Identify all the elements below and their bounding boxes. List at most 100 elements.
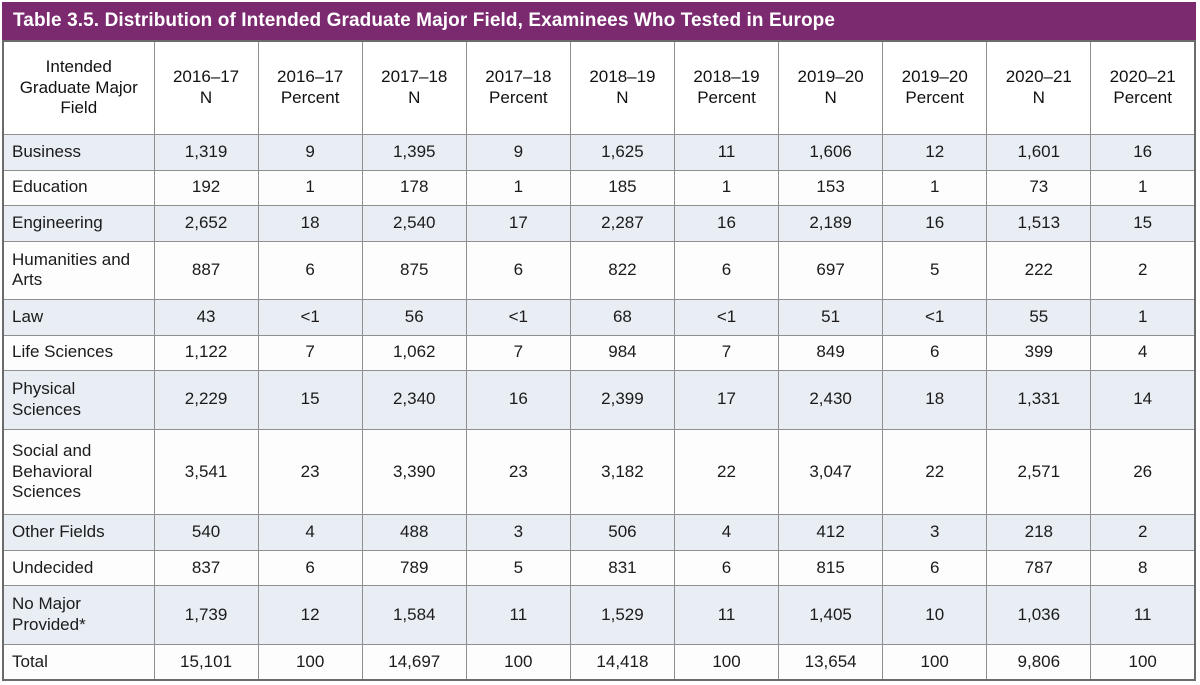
data-cell: 153 <box>778 169 884 207</box>
data-cell: 6 <box>673 549 780 587</box>
column-header: 2018–19 Percent <box>673 40 780 135</box>
column-header-year: 2020–21 <box>1005 67 1072 87</box>
data-cell: 1 <box>1090 299 1196 336</box>
data-cell: 11 <box>1090 585 1196 645</box>
data-cell: 4 <box>1090 334 1196 372</box>
data-cell: 2,571 <box>986 428 1092 516</box>
data-cell: 12 <box>257 585 363 645</box>
data-cell: 23 <box>465 428 571 516</box>
data-cell: 16 <box>1090 134 1196 171</box>
data-cell: 100 <box>465 643 571 681</box>
column-header-year: 2018–19 <box>693 67 760 87</box>
row-label: Humanities and Arts <box>2 240 155 301</box>
data-cell: <1 <box>257 299 363 336</box>
table-row: Business 1,319 9 1,395 9 1,625 11 1,606 12 1,601 1… <box>2 134 1196 171</box>
data-cell: 6 <box>673 240 780 301</box>
data-cell: 178 <box>361 169 467 207</box>
data-cell: 12 <box>882 134 988 171</box>
data-cell: 1,606 <box>778 134 884 171</box>
data-cell: 1,601 <box>986 134 1092 171</box>
table-row: Education 192 1 178 1 185 1 153 1 73 1 <box>2 169 1196 207</box>
data-cell: 13,654 <box>778 643 884 681</box>
data-cell: 100 <box>257 643 363 681</box>
data-cell: 984 <box>569 334 675 372</box>
data-cell: 540 <box>153 514 259 551</box>
column-header: 2018–19 N <box>569 40 675 135</box>
data-cell: 1 <box>673 169 780 207</box>
column-header-year: 2019–20 <box>797 67 864 87</box>
data-cell: 7 <box>257 334 363 372</box>
data-cell: 488 <box>361 514 467 551</box>
column-header: 2016–17 N <box>153 40 259 135</box>
data-cell: 2,540 <box>361 205 467 242</box>
data-cell: 1,739 <box>153 585 259 645</box>
data-cell: 15 <box>257 370 363 430</box>
data-cell: 1,529 <box>569 585 675 645</box>
column-header: 2020–21 N <box>986 40 1092 135</box>
data-cell: 822 <box>569 240 675 301</box>
data-cell: 73 <box>986 169 1092 207</box>
data-cell: 2 <box>1090 240 1196 301</box>
data-cell: 2 <box>1090 514 1196 551</box>
data-cell: 43 <box>153 299 259 336</box>
row-label: Business <box>2 134 155 171</box>
data-cell: 15 <box>1090 205 1196 242</box>
data-cell: 1 <box>1090 169 1196 207</box>
column-header-measure: Percent <box>1113 88 1172 107</box>
data-cell: 789 <box>361 549 467 587</box>
data-cell: 1,513 <box>986 205 1092 242</box>
data-cell: 412 <box>778 514 884 551</box>
data-cell: 849 <box>778 334 884 372</box>
data-cell: 14,697 <box>361 643 467 681</box>
data-cell: 697 <box>778 240 884 301</box>
column-header: 2016–17 Percent <box>257 40 363 135</box>
row-label: Other Fields <box>2 514 155 551</box>
data-cell: 18 <box>257 205 363 242</box>
data-cell: 1,331 <box>986 370 1092 430</box>
data-cell: 26 <box>1090 428 1196 516</box>
row-label: Life Sciences <box>2 334 155 372</box>
data-cell: 1,395 <box>361 134 467 171</box>
data-cell: 1,036 <box>986 585 1092 645</box>
data-cell: 2,430 <box>778 370 884 430</box>
data-cell: 5 <box>882 240 988 301</box>
table-row: Total 15,101 100 14,697 100 14,418 100 13,654 10… <box>2 643 1196 681</box>
row-label: Social and Behavioral Sciences <box>2 428 155 516</box>
column-header-measure: Percent <box>697 88 756 107</box>
data-cell: 55 <box>986 299 1092 336</box>
row-label: Undecided <box>2 549 155 587</box>
column-header-measure: N <box>616 88 629 107</box>
data-cell: 3,182 <box>569 428 675 516</box>
data-cell: 3 <box>465 514 571 551</box>
data-cell: 815 <box>778 549 884 587</box>
column-header-measure: Percent <box>280 88 340 107</box>
data-cell: 14,418 <box>569 643 675 681</box>
data-cell: 1,625 <box>569 134 675 171</box>
data-cell: 100 <box>1090 643 1196 681</box>
data-cell: 9 <box>465 134 571 171</box>
data-cell: 218 <box>986 514 1092 551</box>
data-cell: 1 <box>257 169 363 207</box>
data-cell: 17 <box>465 205 571 242</box>
data-cell: 2,229 <box>153 370 259 430</box>
data-cell: 1,062 <box>361 334 467 372</box>
column-header-measure: Percent <box>905 88 964 107</box>
data-cell: 17 <box>673 370 780 430</box>
row-label: Law <box>2 299 155 336</box>
data-cell: 1 <box>882 169 988 207</box>
column-header-measure: Percent <box>489 88 548 107</box>
header-row: Intended Graduate Major Field 2016–17 N 20… <box>2 40 1196 135</box>
data-cell: 875 <box>361 240 467 301</box>
data-cell: 2,399 <box>569 370 675 430</box>
data-cell: 5 <box>465 549 571 587</box>
table-body: Business 1,319 9 1,395 9 1,625 11 1,606 12 1,601 1… <box>2 134 1196 681</box>
data-cell: 831 <box>569 549 675 587</box>
data-cell: 222 <box>986 240 1092 301</box>
table-row: No Major Provided* 1,739 12 1,584 11 1,529 11 1… <box>2 585 1196 645</box>
row-label: Physical Sciences <box>2 370 155 430</box>
column-header: 2020–21 Percent <box>1090 40 1196 135</box>
column-header-year: 2018–19 <box>589 67 656 87</box>
data-cell: 51 <box>778 299 884 336</box>
row-label: No Major Provided* <box>2 585 155 645</box>
